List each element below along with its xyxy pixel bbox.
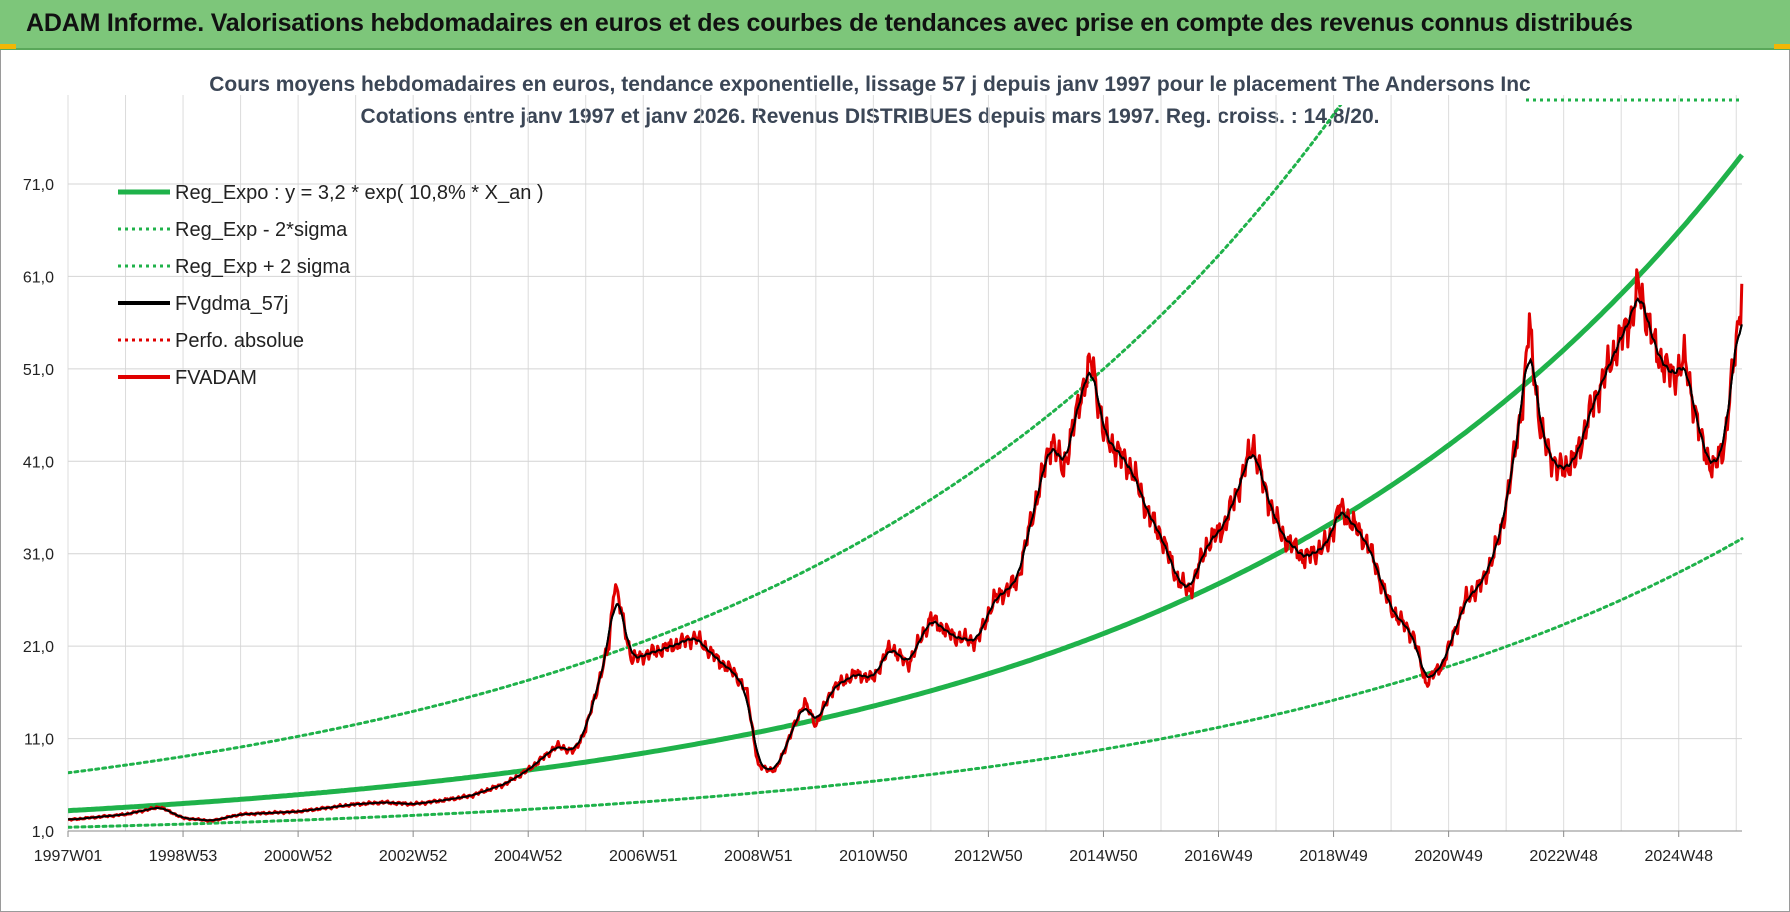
x-tick-label: 2002W52 [379,848,448,865]
series-line-reg-exp [68,105,1343,775]
chart-title-line1: Cours moyens hebdomadaires en euros, ten… [209,73,1531,96]
x-tick-label: 2010W50 [839,848,908,865]
x-tick-label: 2008W51 [724,848,793,865]
y-tick-label: 11,0 [24,732,54,749]
x-tick-label: 1997W01 [34,848,103,865]
legend-label: FVgdma_57j [175,293,288,315]
x-tick-label: 2014W50 [1069,848,1138,865]
legend-label: Reg_Exp + 2 sigma [175,256,351,278]
x-tick-label: 2012W50 [954,848,1023,865]
y-tick-label: 1,0 [32,824,54,841]
legend-label: Reg_Exp - 2*sigma [175,219,348,241]
x-tick-label: 2016W49 [1184,848,1253,865]
x-tick-label: 2018W49 [1299,848,1368,865]
x-tick-label: 2024W48 [1644,848,1713,865]
x-tick-label: 2022W48 [1529,848,1598,865]
y-tick-label: 71,0 [23,177,54,194]
y-tick-label: 31,0 [23,547,54,564]
x-tick-label: 2020W49 [1414,848,1483,865]
x-tick-label: 1998W53 [149,848,218,865]
y-tick-label: 41,0 [23,454,54,471]
corner-marker [1774,44,1790,49]
corner-marker [0,44,16,49]
header-banner: ADAM Informe. Valorisations hebdomadaire… [0,0,1790,50]
y-tick-label: 51,0 [23,362,54,379]
legend-label: Reg_Expo : y = 3,2 * exp( 10,8% * X_an ) [175,182,544,204]
legend-label: Perfo. absolue [175,330,304,352]
x-tick-label: 2004W52 [494,848,563,865]
series-line-reg-exp [68,537,1744,829]
y-tick-label: 61,0 [23,269,54,286]
y-tick-label: 21,0 [23,639,54,656]
page-title: ADAM Informe. Valorisations hebdomadaire… [26,9,1633,37]
x-tick-label: 2000W52 [264,848,333,865]
x-tick-label: 2006W51 [609,848,678,865]
series-line-fvgdma-overlay [68,297,1743,822]
chart-title-line2: Cotations entre janv 1997 et janv 2026. … [360,105,1380,128]
series-line-reg-expo [68,153,1744,814]
legend-label: FVADAM [175,367,257,389]
